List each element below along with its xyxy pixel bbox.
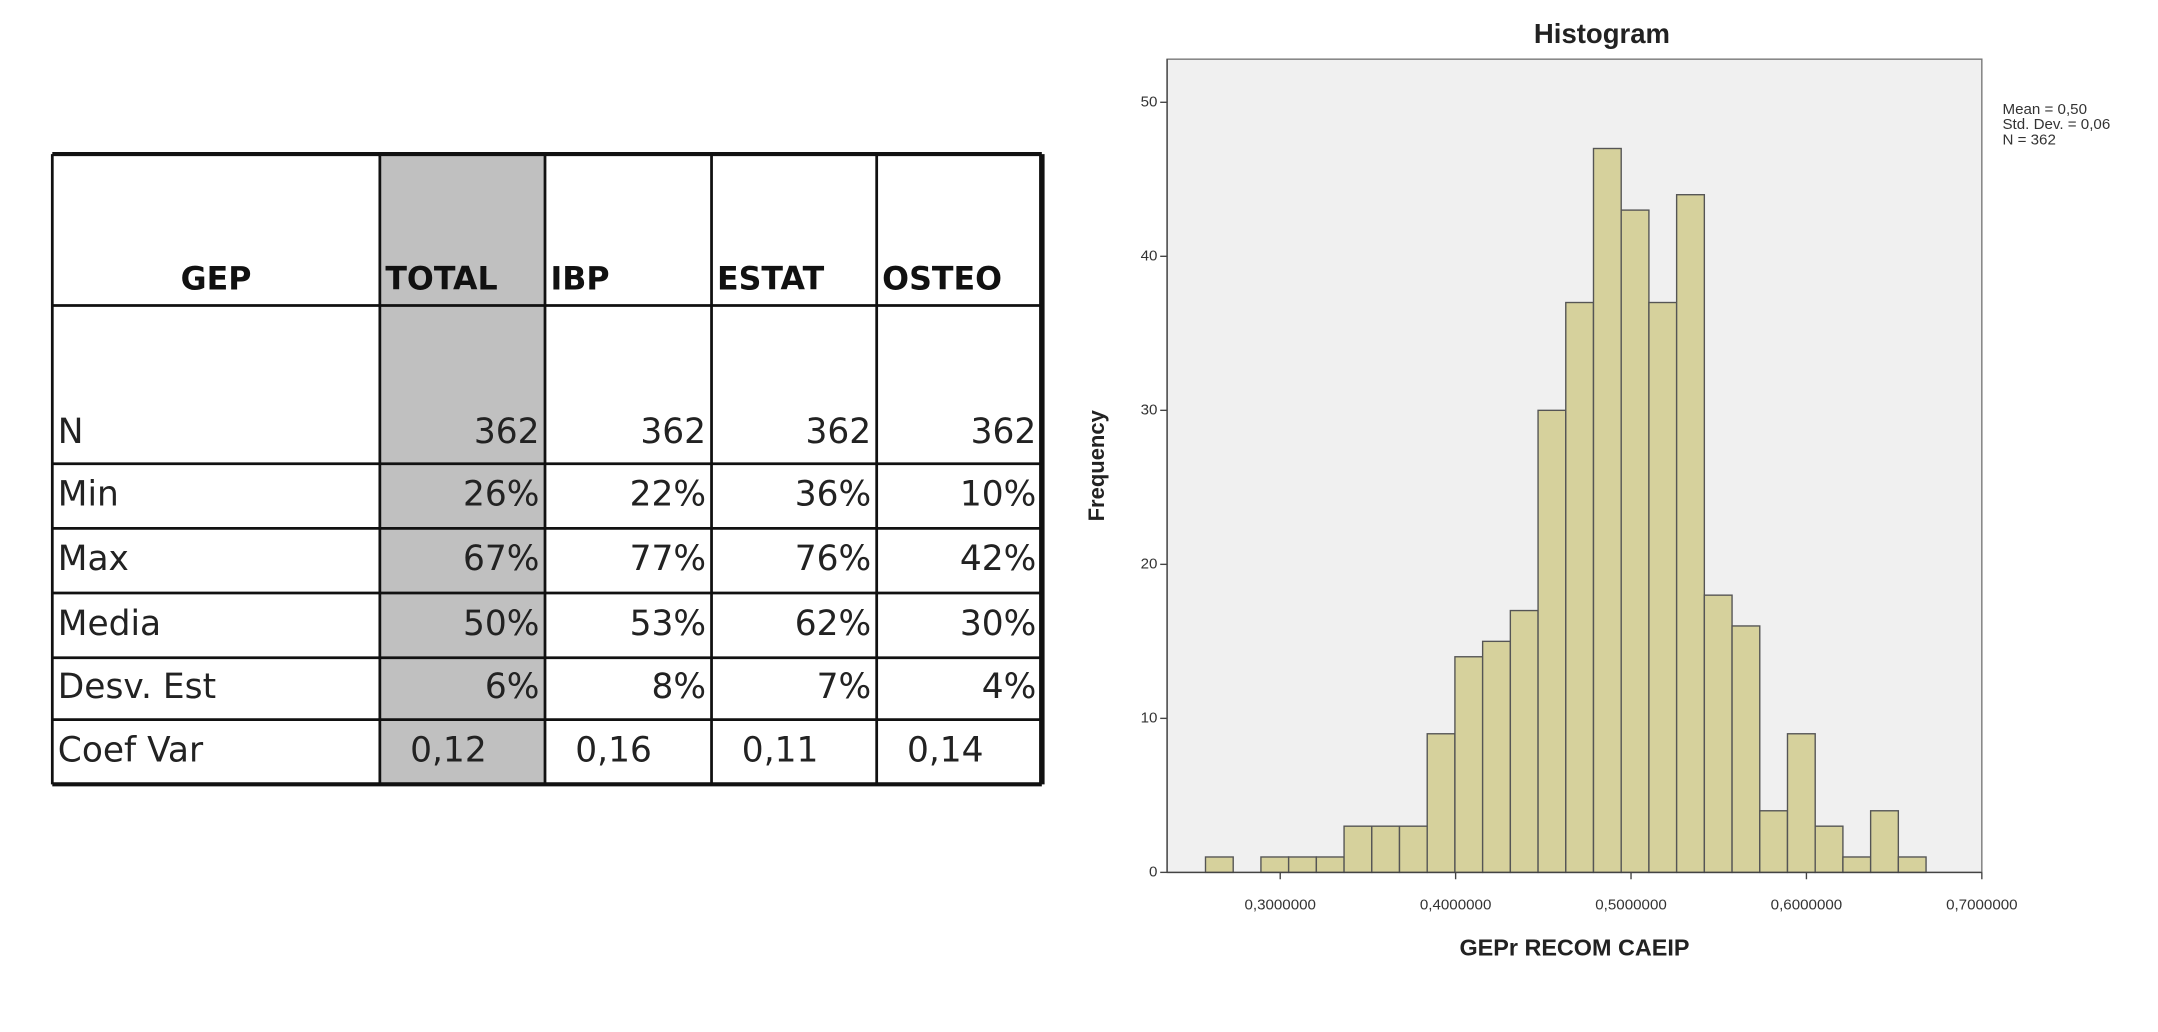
stats-annotation: N = 362 <box>2002 131 2055 148</box>
row-label: N <box>58 412 84 452</box>
cell-value: 42% <box>960 539 1036 579</box>
cell-value: 36% <box>795 475 871 515</box>
y-tick-label: 0 <box>1149 863 1157 880</box>
bar <box>1287 856 1318 874</box>
row-label: Min <box>58 475 119 515</box>
cell-value: 77% <box>630 539 706 579</box>
cell-value: 362 <box>640 412 706 452</box>
stats-annotation: Std. Dev. = 0,06 <box>2002 116 2110 133</box>
cell-value: 362 <box>806 412 872 452</box>
row-label: Desv. Est <box>58 667 216 707</box>
cell-value: 0,12 <box>410 730 487 770</box>
stats-table: GEP TOTAL IBP ESTAT OSTEO N 362 362 362 362 Min 26%… <box>50 152 1045 787</box>
cell-value: 22% <box>630 475 706 515</box>
x-tick-label: 0,4000000 <box>1420 896 1492 913</box>
cell-value: 53% <box>630 604 706 644</box>
header-cell: GEP <box>181 262 252 298</box>
bar <box>1620 209 1650 874</box>
bar <box>1648 301 1678 874</box>
y-tick-label: 50 <box>1141 93 1158 110</box>
bar <box>1481 640 1512 874</box>
bar <box>1814 825 1844 874</box>
cell-value: 62% <box>795 604 871 644</box>
cell-value: 6% <box>485 667 540 707</box>
histogram: 0 10 20 30 40 50 0,3000000 0,4000000 0,5000000 0,… <box>1084 18 2110 961</box>
bar <box>1731 625 1761 874</box>
bar <box>1509 609 1539 874</box>
header-cell: TOTAL <box>385 262 497 298</box>
row-label: Max <box>58 539 129 579</box>
cell-value: 362 <box>474 412 540 452</box>
cell-value: 30% <box>960 604 1036 644</box>
header-cell: OSTEO <box>882 262 1002 298</box>
bar <box>1371 825 1401 874</box>
cell-value: 8% <box>651 667 706 707</box>
bar <box>1786 733 1816 874</box>
y-tick-label: 20 <box>1141 555 1158 572</box>
bar <box>1842 856 1872 874</box>
bar <box>1260 856 1290 874</box>
row-label: Media <box>58 604 161 644</box>
cell-value: 0,14 <box>907 730 984 770</box>
cell-value: 76% <box>795 539 871 579</box>
x-tick-label: 0,7000000 <box>1946 896 2018 913</box>
y-axis-label: Frequency <box>1084 409 1109 521</box>
total-column-shade <box>379 154 546 785</box>
bar <box>1565 301 1595 874</box>
cell-value: 26% <box>463 475 539 515</box>
bar <box>1703 594 1733 874</box>
x-axis-label: GEPr RECOM CAEIP <box>1459 935 1689 961</box>
bar <box>1204 856 1234 874</box>
x-tick-label: 0,6000000 <box>1771 896 1843 913</box>
x-tick-label: 0,5000000 <box>1595 896 1667 913</box>
stats-annotation: Mean = 0,50 <box>2002 101 2087 118</box>
bar <box>1315 856 1345 874</box>
cell-value: 362 <box>971 412 1037 452</box>
cell-value: 4% <box>982 667 1037 707</box>
bar <box>1897 856 1927 874</box>
cell-value: 10% <box>960 475 1036 515</box>
cell-value: 67% <box>463 539 539 579</box>
x-tick-label: 0,3000000 <box>1244 896 1316 913</box>
bar <box>1537 409 1567 874</box>
bar <box>1426 733 1456 874</box>
bar <box>1398 825 1428 874</box>
bar <box>1343 825 1373 874</box>
bar <box>1869 810 1900 874</box>
cell-value: 0,16 <box>575 730 652 770</box>
y-tick-label: 40 <box>1141 247 1158 264</box>
y-tick-label: 30 <box>1141 401 1158 418</box>
bar <box>1592 147 1622 874</box>
cell-value: 0,11 <box>742 730 819 770</box>
cell-value: 50% <box>463 604 539 644</box>
row-label: Coef Var <box>58 730 204 770</box>
y-tick-label: 10 <box>1141 709 1158 726</box>
header-cell: IBP <box>551 262 610 298</box>
cell-value: 7% <box>817 667 872 707</box>
header-cell: ESTAT <box>717 262 825 298</box>
chart-title: Histogram <box>1534 18 1670 49</box>
bar <box>1675 194 1706 874</box>
bar <box>1759 810 1789 874</box>
bar <box>1454 656 1484 874</box>
